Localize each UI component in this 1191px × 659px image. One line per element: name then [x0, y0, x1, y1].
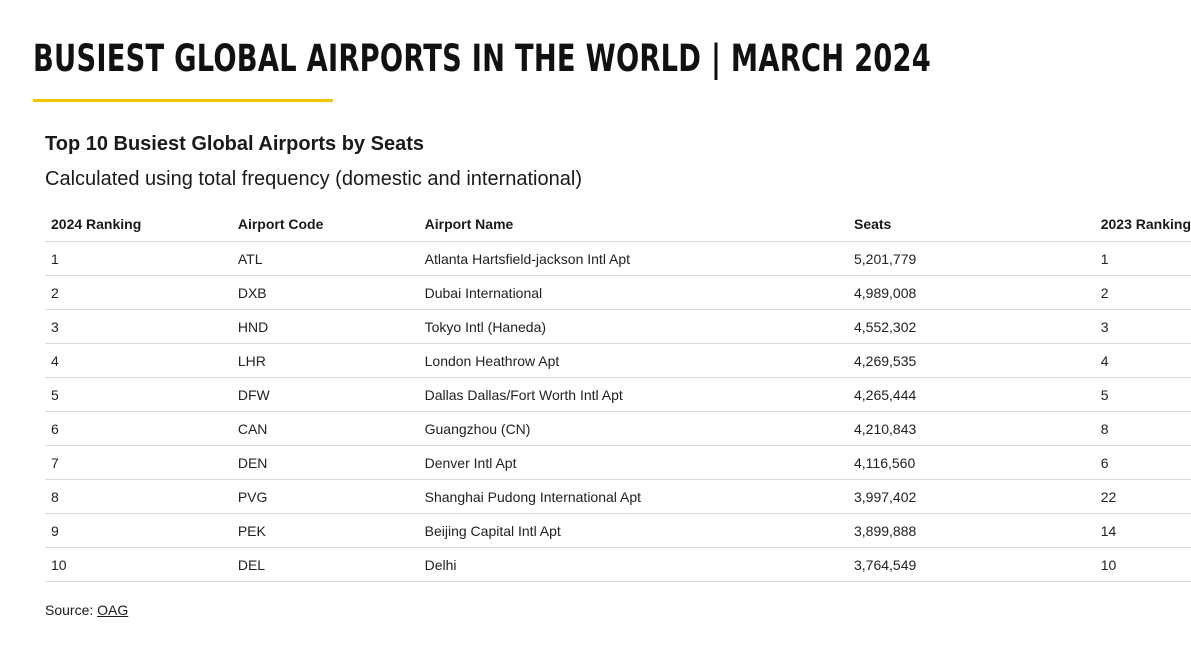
cell-seats: 4,210,843 [847, 411, 1095, 446]
cell-2024-ranking: 5 [45, 377, 232, 412]
cell-2023-ranking: 10 [1094, 547, 1191, 582]
cell-seats: 5,201,779 [847, 241, 1095, 276]
cell-seats: 3,899,888 [847, 513, 1095, 548]
cell-airport-code: LHR [231, 343, 419, 378]
cell-airport-name: Shanghai Pudong International Apt [418, 479, 848, 514]
cell-airport-code: DEN [231, 445, 419, 480]
table-row: 3 HND Tokyo Intl (Haneda) 4,552,302 3 [45, 309, 1191, 344]
table-row: 5 DFW Dallas Dallas/Fort Worth Intl Apt … [45, 377, 1191, 412]
title-underline [33, 99, 333, 102]
cell-seats: 3,997,402 [847, 479, 1095, 514]
cell-airport-name: Tokyo Intl (Haneda) [418, 309, 848, 344]
cell-airport-name: Dubai International [418, 275, 848, 310]
cell-airport-code: PEK [231, 513, 419, 548]
cell-seats: 4,552,302 [847, 309, 1095, 344]
cell-2024-ranking: 6 [45, 411, 232, 446]
table-row: 1 ATL Atlanta Hartsfield-jackson Intl Ap… [45, 241, 1191, 276]
cell-airport-code: DFW [231, 377, 419, 412]
table-row: 2 DXB Dubai International 4,989,008 2 [45, 275, 1191, 310]
cell-airport-name: London Heathrow Apt [418, 343, 848, 378]
cell-2023-ranking: 3 [1094, 309, 1191, 344]
cell-2024-ranking: 9 [45, 513, 232, 548]
table-title: Top 10 Busiest Global Airports by Seats [45, 133, 424, 155]
cell-airport-code: DXB [231, 275, 419, 310]
cell-airport-code: PVG [231, 479, 419, 514]
cell-2023-ranking: 6 [1094, 445, 1191, 480]
cell-2024-ranking: 10 [45, 547, 232, 582]
table-row: 9 PEK Beijing Capital Intl Apt 3,899,888… [45, 513, 1191, 548]
cell-2024-ranking: 2 [45, 275, 232, 310]
source-link-oag[interactable]: OAG [97, 602, 129, 618]
column-header-airport-code: Airport Code [231, 207, 419, 242]
cell-seats: 4,269,535 [847, 343, 1095, 378]
column-header-airport-name: Airport Name [418, 207, 848, 242]
cell-2023-ranking: 22 [1094, 479, 1191, 514]
table-row: 4 LHR London Heathrow Apt 4,269,535 4 [45, 343, 1191, 378]
cell-seats: 3,764,549 [847, 547, 1095, 582]
table-row: 6 CAN Guangzhou (CN) 4,210,843 8 [45, 411, 1191, 446]
cell-seats: 4,989,008 [847, 275, 1095, 310]
cell-airport-code: ATL [231, 241, 419, 276]
table-row: 7 DEN Denver Intl Apt 4,116,560 6 [45, 445, 1191, 480]
column-header-2024-ranking: 2024 Ranking [45, 207, 232, 242]
cell-airport-name: Beijing Capital Intl Apt [418, 513, 848, 548]
table-subtitle: Calculated using total frequency (domest… [45, 168, 582, 190]
cell-2023-ranking: 8 [1094, 411, 1191, 446]
cell-airport-code: DEL [231, 547, 419, 582]
cell-airport-code: CAN [231, 411, 419, 446]
table-header-row: 2024 Ranking Airport Code Airport Name S… [45, 207, 1191, 242]
airports-table: 2024 Ranking Airport Code Airport Name S… [45, 207, 1191, 582]
cell-airport-code: HND [231, 309, 419, 344]
column-header-seats: Seats [847, 207, 1095, 242]
table-row: 10 DEL Delhi 3,764,549 10 [45, 547, 1191, 582]
cell-airport-name: Atlanta Hartsfield-jackson Intl Apt [418, 241, 848, 276]
source-label: Source: [45, 602, 94, 618]
cell-2024-ranking: 7 [45, 445, 232, 480]
cell-2024-ranking: 4 [45, 343, 232, 378]
cell-2023-ranking: 2 [1094, 275, 1191, 310]
cell-seats: 4,265,444 [847, 377, 1095, 412]
cell-2023-ranking: 5 [1094, 377, 1191, 412]
cell-airport-name: Dallas Dallas/Fort Worth Intl Apt [418, 377, 848, 412]
cell-2024-ranking: 3 [45, 309, 232, 344]
source-note: Source: OAG [45, 601, 128, 619]
cell-2024-ranking: 8 [45, 479, 232, 514]
table-row: 8 PVG Shanghai Pudong International Apt … [45, 479, 1191, 514]
cell-seats: 4,116,560 [847, 445, 1095, 480]
cell-2024-ranking: 1 [45, 241, 232, 276]
cell-airport-name: Guangzhou (CN) [418, 411, 848, 446]
cell-airport-name: Delhi [418, 547, 848, 582]
cell-airport-name: Denver Intl Apt [418, 445, 848, 480]
page-title: BUSIEST GLOBAL AIRPORTS IN THE WORLD | M… [33, 37, 932, 80]
column-header-2023-ranking: 2023 Ranking [1094, 207, 1191, 242]
cell-2023-ranking: 14 [1094, 513, 1191, 548]
cell-2023-ranking: 4 [1094, 343, 1191, 378]
cell-2023-ranking: 1 [1094, 241, 1191, 276]
